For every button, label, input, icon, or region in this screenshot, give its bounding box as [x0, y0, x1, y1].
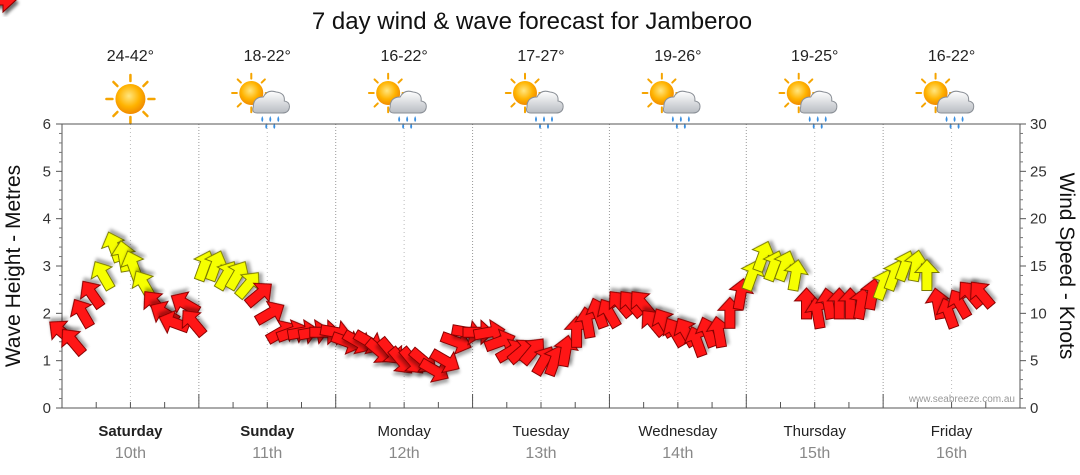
wind-arrow	[970, 281, 996, 310]
temperature-range: 17-27°	[517, 48, 564, 65]
y-tick-label-right: 5	[1030, 353, 1038, 370]
wind-arrow	[773, 250, 798, 283]
y-tick-label-right: 25	[1030, 163, 1047, 180]
wind-arrow	[0, 0, 17, 14]
date-label: 11th	[252, 445, 282, 462]
wind-arrow	[804, 296, 831, 330]
date-label: 12th	[389, 445, 420, 462]
temperature-range: 16-22°	[380, 48, 427, 65]
wind-arrow	[203, 250, 229, 283]
y-tick-label-right: 20	[1030, 211, 1047, 228]
wind-arrow	[783, 259, 809, 292]
wind-arrow	[69, 298, 96, 330]
y-tick-label-left: 0	[43, 400, 51, 417]
chart-title: 7 day wind & wave forecast for Jamberoo	[312, 8, 752, 35]
wind-arrow	[181, 309, 208, 339]
day-label: Friday	[931, 423, 973, 440]
date-label: 10th	[115, 445, 146, 462]
date-label: 16th	[936, 445, 967, 462]
sun-cloud-rain-icon	[232, 74, 289, 129]
date-label: 15th	[799, 445, 830, 462]
y-tick-label-left: 3	[43, 258, 51, 275]
y-tick-label-left: 5	[43, 163, 51, 180]
y-tick-label-right: 30	[1030, 116, 1047, 133]
wind-arrow	[913, 258, 941, 291]
wind-arrow	[90, 261, 116, 292]
watermark: www.seabreeze.com.au	[908, 394, 1015, 405]
sun-cloud-rain-icon	[780, 74, 837, 129]
day-label: Sunday	[240, 423, 295, 440]
wind-arrow	[418, 357, 449, 383]
date-label: 13th	[525, 445, 556, 462]
temperature-range: 16-22°	[928, 48, 975, 65]
wind-arrow	[61, 328, 88, 358]
y-tick-label-right: 15	[1030, 258, 1047, 275]
wind-arrow	[79, 280, 106, 311]
sun-icon	[105, 73, 156, 125]
day-label: Thursday	[783, 423, 846, 440]
wind-arrow	[243, 282, 272, 309]
y-tick-label-left: 6	[43, 116, 51, 133]
temperature-range: 19-26°	[654, 48, 701, 65]
sun-cloud-rain-icon	[916, 74, 973, 129]
y-tick-label-right: 10	[1030, 305, 1047, 322]
wind-arrow	[170, 291, 202, 317]
wind-arrow	[705, 315, 732, 349]
day-label: Monday	[377, 423, 431, 440]
day-label: Saturday	[98, 423, 163, 440]
wind-arrow	[518, 338, 545, 367]
wind-arrow	[429, 348, 460, 374]
y-tick-label-left: 4	[43, 211, 51, 228]
y-tick-label-left: 1	[43, 353, 51, 370]
y-tick-label-right: 0	[1030, 400, 1038, 417]
day-label: Wednesday	[638, 423, 717, 440]
temperature-range: 18-22°	[244, 48, 291, 65]
wind-arrow	[224, 261, 250, 292]
temperature-range: 19-25°	[791, 48, 838, 65]
temperature-range: 24-42°	[107, 48, 154, 65]
sun-cloud-rain-icon	[369, 74, 426, 129]
sun-cloud-rain-icon	[506, 74, 563, 129]
day-label: Tuesday	[513, 423, 570, 440]
date-label: 14th	[662, 445, 693, 462]
y-tick-label-left: 2	[43, 305, 51, 322]
wind-arrow	[751, 240, 776, 273]
wind-arrow	[903, 249, 930, 283]
wind-arrow	[253, 300, 285, 326]
sun-cloud-rain-icon	[643, 74, 700, 129]
y-axis-left-title: Wave Height - Metres	[2, 165, 25, 367]
wind-arrow	[233, 272, 260, 301]
wind-arrow	[793, 287, 820, 320]
y-axis-right-title: Wind Speed - Knots	[1055, 173, 1078, 360]
